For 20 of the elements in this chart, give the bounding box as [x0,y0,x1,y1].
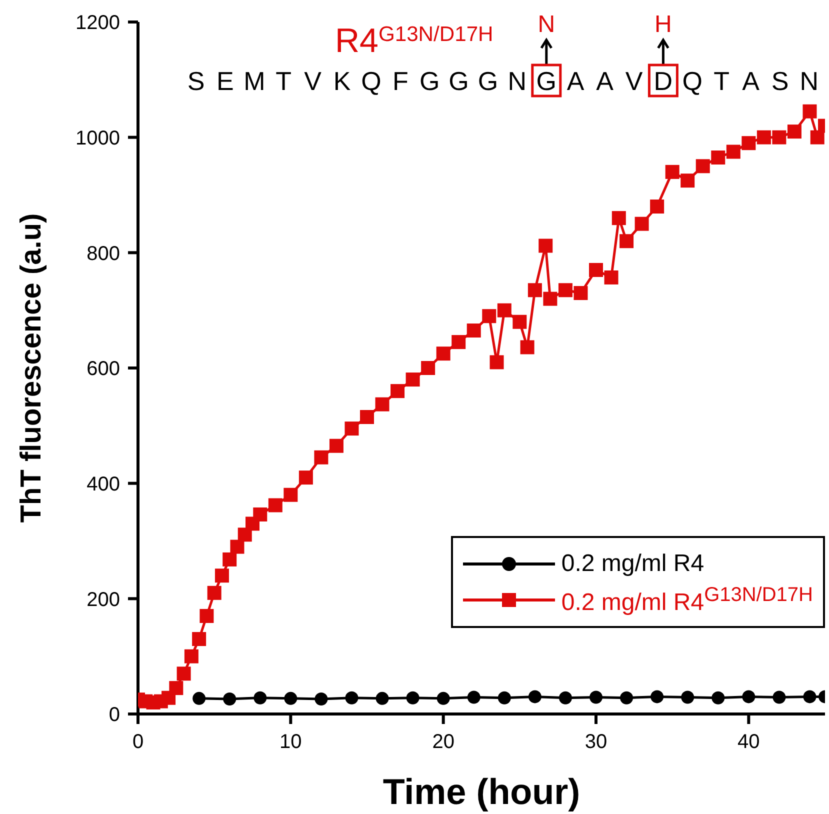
y-tick-label: 1200 [76,12,120,34]
chart-title: R4$^{G13N/D17H}$ [335,22,494,60]
y-tick-label: 400 [86,473,120,496]
legend-label: 0.2 mg/ml R4 [561,550,704,578]
x-tick-label: 30 [584,731,608,754]
x-tick-label: 20 [432,731,454,754]
text: S E M T V K Q F G G G N G A A V D Q T A S N [187,66,819,96]
y-axis-title: ThT fluorescence (a.u) [15,213,48,523]
annotation: N [538,11,556,38]
y-tick-label: 1000 [76,127,120,150]
y-tick-label: 200 [86,588,120,611]
x-tick-label: 10 [280,731,302,754]
legend-label: 0.2 mg/ml R4$^{G13N/D17H}$ [561,584,813,616]
annotation: H [654,11,672,38]
x-tick-label: 40 [738,731,760,754]
x-axis-title: Time (hour) [382,771,580,812]
x-tick-label: 0 [132,731,144,754]
y-tick-label: 600 [86,358,120,380]
y-tick-label: 0 [108,704,120,726]
y-tick-label: 800 [86,242,120,265]
